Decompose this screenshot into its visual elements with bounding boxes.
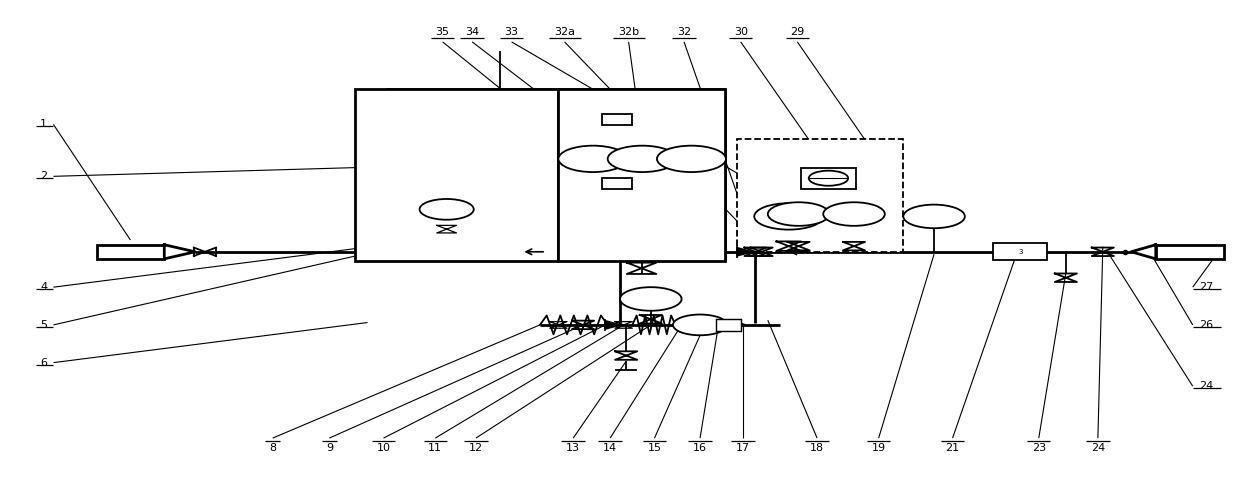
Polygon shape	[737, 248, 753, 256]
Text: 19: 19	[872, 443, 885, 453]
Text: 21: 21	[945, 443, 960, 453]
Circle shape	[903, 204, 965, 228]
Bar	[715, 319, 740, 331]
Text: 6: 6	[40, 358, 47, 368]
Text: 29: 29	[790, 27, 805, 37]
Circle shape	[657, 145, 725, 172]
Text: 27: 27	[1199, 282, 1213, 292]
Bar	[737, 139, 903, 252]
Text: 23: 23	[1032, 443, 1045, 453]
Text: 32: 32	[677, 27, 691, 37]
Text: 32b: 32b	[618, 27, 639, 37]
Bar	[558, 89, 724, 261]
Text: 15: 15	[647, 443, 661, 453]
Polygon shape	[1131, 245, 1156, 259]
Text: 13: 13	[567, 443, 580, 453]
Polygon shape	[605, 321, 621, 329]
Text: 33: 33	[505, 27, 518, 37]
Circle shape	[673, 314, 727, 335]
Circle shape	[620, 287, 682, 311]
Text: 11: 11	[428, 443, 443, 453]
Text: 18: 18	[810, 443, 825, 453]
Text: 5: 5	[40, 320, 47, 330]
Circle shape	[823, 202, 885, 226]
Polygon shape	[730, 321, 746, 329]
Text: 9: 9	[326, 443, 332, 453]
Text: 26: 26	[1199, 320, 1213, 330]
Circle shape	[558, 145, 627, 172]
Bar	[601, 114, 632, 125]
Text: 24: 24	[1199, 381, 1213, 391]
Circle shape	[768, 202, 830, 226]
Text: 35: 35	[435, 27, 450, 37]
Text: 8: 8	[269, 443, 277, 453]
Text: 32a: 32a	[554, 27, 575, 37]
Text: 2: 2	[40, 171, 47, 181]
Bar	[97, 245, 164, 259]
Text: 30: 30	[734, 27, 748, 37]
Text: 16: 16	[693, 443, 707, 453]
Text: 10: 10	[377, 443, 391, 453]
Text: 24: 24	[1091, 443, 1105, 453]
Text: 12: 12	[469, 443, 482, 453]
Circle shape	[419, 199, 474, 220]
Text: 4: 4	[40, 282, 47, 292]
Text: 17: 17	[737, 443, 750, 453]
Circle shape	[608, 145, 677, 172]
Bar	[801, 168, 856, 189]
Circle shape	[808, 171, 848, 186]
Bar	[1156, 245, 1224, 259]
Text: 1: 1	[40, 120, 47, 130]
Bar	[993, 243, 1048, 260]
Bar	[355, 89, 558, 261]
Polygon shape	[164, 245, 195, 259]
Circle shape	[754, 203, 823, 229]
Text: 34: 34	[465, 27, 480, 37]
Bar	[601, 178, 632, 189]
Text: 14: 14	[603, 443, 618, 453]
Text: 3: 3	[1018, 249, 1023, 255]
